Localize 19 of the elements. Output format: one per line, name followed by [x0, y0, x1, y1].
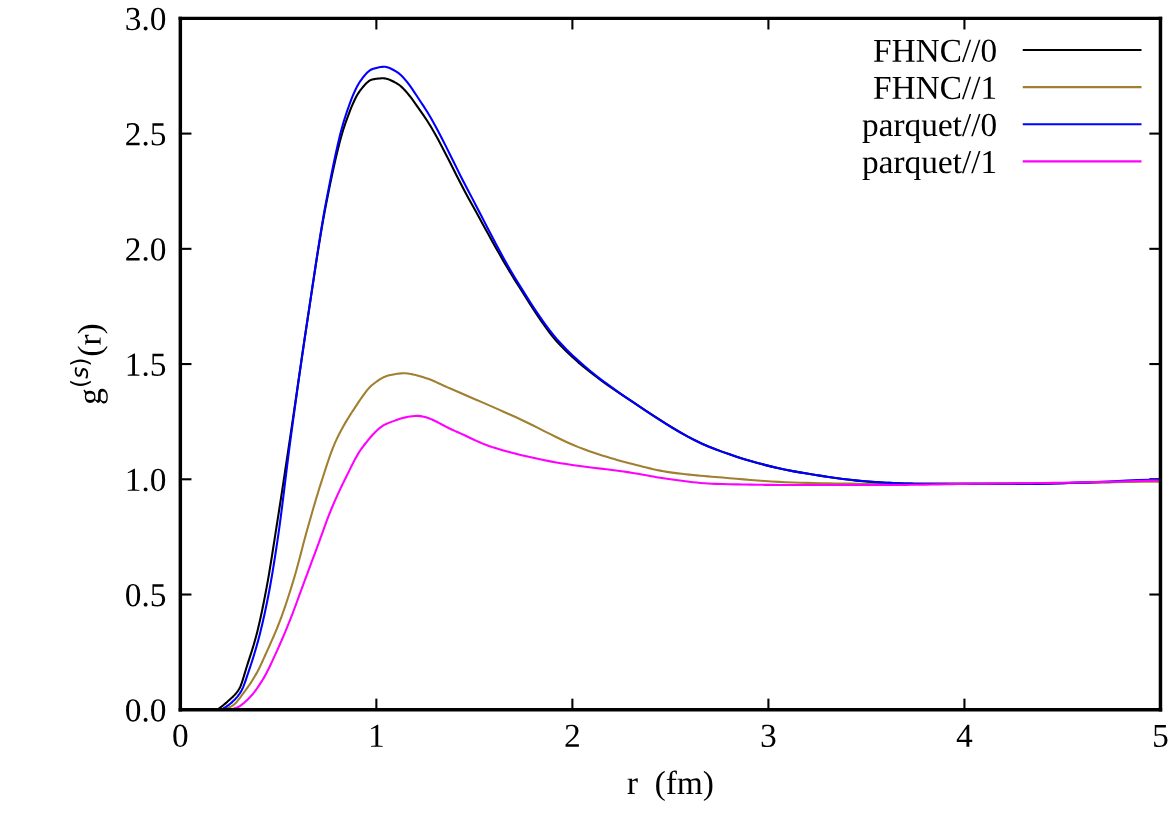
y-tick-label: 0.5	[126, 583, 166, 607]
legend-label: FHNC//1	[873, 76, 996, 100]
x-tick-label: 5	[1154, 724, 1168, 748]
y-tick-label: 3.0	[126, 7, 166, 31]
x-tick-label: 3	[761, 724, 776, 748]
legend-label: FHNC//0	[873, 39, 996, 63]
y-tick-label: 1.5	[127, 353, 166, 377]
y-tick-label: 2.5	[126, 123, 166, 146]
y-tick-label: 0.0	[126, 699, 166, 722]
legend-label: parquet//1	[862, 150, 996, 181]
x-tick-label: 4	[956, 724, 973, 747]
x-axis-title: r (fm)	[627, 770, 713, 802]
y-tick-label: 2.0	[126, 238, 166, 261]
y-tick-label: 1.0	[127, 468, 166, 492]
y-axis-title: g$^{(s)}$(r)	[70, 324, 108, 404]
x-tick-label: 1	[370, 724, 383, 747]
legend-label: parquet//0	[862, 113, 996, 143]
x-tick-label: 0	[173, 724, 188, 748]
x-tick-label: 2	[565, 724, 579, 747]
